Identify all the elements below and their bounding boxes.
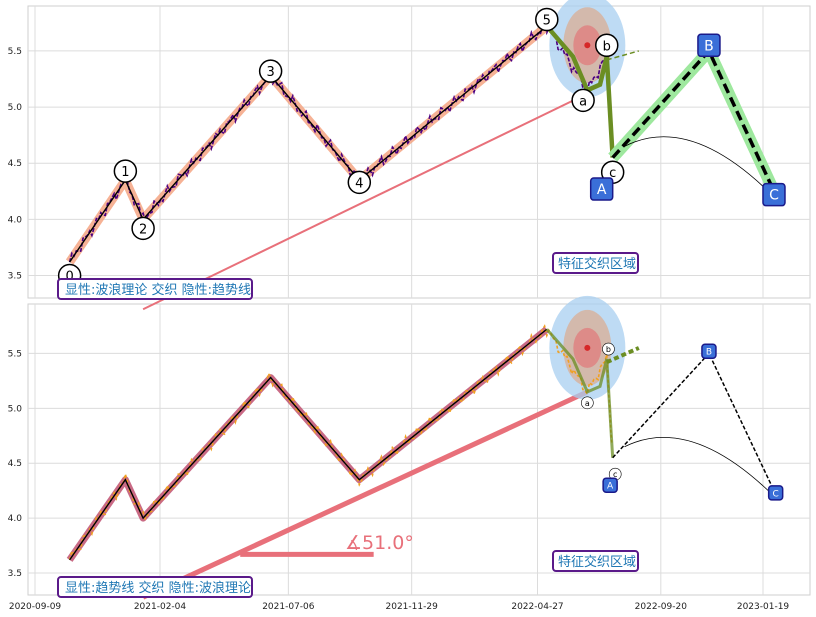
wave-label-text: 0	[65, 270, 73, 285]
wave-label-5: 5	[535, 7, 559, 32]
wave-label-text: 4	[355, 176, 363, 191]
price-series	[68, 324, 613, 561]
y-tick-label: 5.0	[8, 404, 23, 414]
bottom-legend-box	[57, 576, 253, 598]
top-overlays: 0 1 2 3 4 5 a b cA B C	[57, 0, 786, 311]
wave-label-text: B	[706, 348, 712, 358]
zone-center-dot	[584, 42, 591, 49]
wave-label-a: a	[581, 396, 594, 410]
x-tick-label: 2021-11-29	[386, 602, 439, 612]
wave-label-b: b	[595, 33, 619, 58]
y-tick-label: 4.0	[8, 215, 23, 225]
wave-label-2: 2	[131, 216, 155, 241]
wave-line	[69, 25, 548, 263]
axis-ticks: 2020-09-09 2021-02-04 2021-07-06 2021-11-29…	[8, 47, 790, 612]
x-tick-label: 2021-07-06	[262, 602, 315, 612]
wave-label-text: 3	[266, 65, 274, 80]
arc-curve	[624, 136, 775, 198]
wave-label-C: C	[767, 485, 784, 501]
x-tick-label: 2020-09-09	[9, 602, 62, 612]
grid-lines	[28, 6, 810, 595]
trend-line	[142, 92, 588, 311]
wave-label-4: 4	[347, 170, 372, 195]
wave-label-text: 1	[121, 165, 129, 180]
wave-label-text: A	[597, 182, 607, 198]
wave-label-a: a	[571, 88, 595, 113]
top-legend-text: 显性:波浪理论 交织 隐性:趋势线	[65, 282, 251, 298]
x-tick-label: 2023-01-19	[737, 602, 790, 612]
x-tick-label: 2022-09-20	[635, 602, 688, 612]
wave-label-text: c	[609, 166, 616, 181]
y-tick-label: 5.0	[8, 103, 23, 113]
bottom-panel-frame	[27, 303, 811, 596]
wave-label-3: 3	[258, 59, 283, 83]
wave-label-circle	[595, 33, 619, 58]
y-tick-label: 3.5	[8, 569, 22, 579]
bottom-zone-box	[552, 550, 639, 572]
x-tick-label: 2021-02-04	[134, 602, 187, 612]
top-legend-box	[57, 278, 253, 300]
wave-label-C: C	[762, 182, 786, 207]
wave-label-1: 1	[113, 159, 138, 183]
wave-label-text: 5	[543, 13, 551, 28]
top-zone-box	[552, 252, 639, 274]
arc-curve	[624, 436, 775, 497]
wave-label-text: a	[585, 399, 590, 408]
projection-line	[545, 24, 615, 158]
x-tick-label: 2022-04-27	[511, 602, 563, 612]
wave-label-circle	[131, 216, 155, 241]
wave-label-text: B	[704, 38, 714, 54]
wave-label-box	[767, 485, 784, 501]
wave-label-text: C	[773, 489, 779, 499]
wave-label-B: B	[697, 33, 721, 58]
wave-label-b: b	[602, 342, 615, 356]
wave-label-A: A	[589, 177, 614, 201]
wave-label-text: C	[769, 188, 779, 204]
zone-center-dot	[584, 344, 591, 351]
wave-label-B: B	[701, 343, 717, 359]
wave-label-circle	[113, 159, 138, 183]
projection-dash	[605, 346, 640, 365]
top-zone-label: 特征交织区域	[558, 256, 636, 272]
wave-label-circle	[581, 396, 594, 410]
wave-line	[69, 328, 548, 561]
wave-label-text: 2	[139, 222, 147, 237]
wave-label-circle	[602, 342, 615, 356]
top-panel-frame	[27, 5, 811, 299]
y-tick-label: 3.5	[8, 272, 22, 282]
wave-label-box	[589, 177, 614, 201]
y-tick-label: 4.0	[8, 514, 23, 524]
wave-label-circle	[258, 59, 283, 83]
bottom-zone-label: 特征交织区域	[558, 554, 636, 570]
trend-line	[142, 389, 589, 600]
projection-line	[545, 328, 615, 458]
bottom-overlays: a b cA B C	[66, 295, 784, 600]
wave-label-text: b	[606, 345, 611, 354]
wave-label-text: b	[603, 39, 611, 54]
y-tick-label: 4.5	[8, 459, 22, 469]
wave-label-circle	[347, 170, 372, 195]
wave-label-box	[762, 182, 786, 207]
trend-angle-label: ∡51.0°	[345, 532, 414, 554]
wave-label-box	[602, 477, 618, 493]
wave-label-A: A	[602, 477, 618, 493]
wave-label-circle	[535, 7, 559, 32]
y-tick-label: 5.5	[8, 349, 22, 359]
y-tick-label: 4.5	[8, 159, 22, 169]
wave-label-box	[701, 343, 717, 359]
wave-label-text: a	[579, 94, 587, 109]
wave-label-text: A	[607, 482, 614, 492]
y-tick-label: 5.5	[8, 47, 22, 57]
wave-label-text: c	[613, 470, 617, 479]
wave-label-box	[697, 33, 721, 58]
bottom-legend-text: 显性:趋势线 交织 隐性:波浪理论	[65, 580, 251, 596]
projection-dash	[606, 50, 640, 61]
wave-label-circle	[571, 88, 595, 113]
